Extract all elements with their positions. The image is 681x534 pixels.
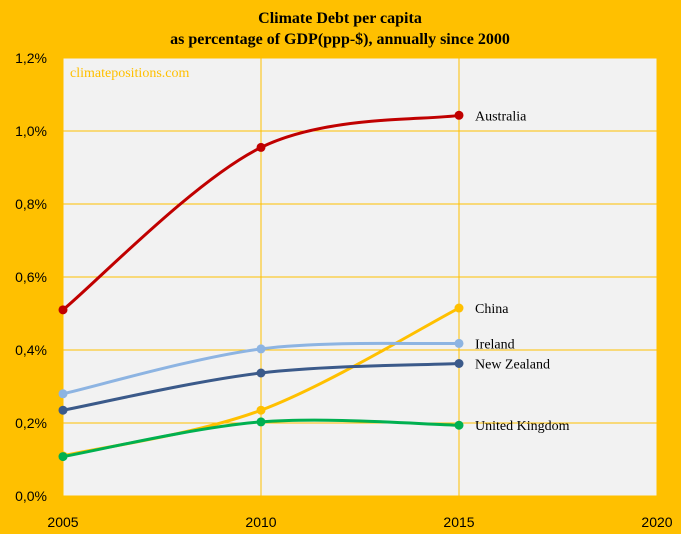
data-point [256, 405, 266, 415]
data-point [58, 452, 68, 462]
y-tick-label: 0,4% [15, 342, 47, 358]
data-point [454, 338, 464, 348]
data-point [256, 142, 266, 152]
data-point [256, 344, 266, 354]
data-point [256, 368, 266, 378]
series-label: New Zealand [475, 358, 550, 373]
y-axis-ticks: 0,0% 0,2% 0,4% 0,6% 0,8% 1,0% 1,2% [15, 50, 47, 504]
data-point [58, 405, 68, 415]
x-axis-ticks: 2005 2010 2015 2020 [47, 514, 672, 530]
data-point [58, 389, 68, 399]
x-tick-label: 2010 [245, 514, 276, 530]
data-point [454, 359, 464, 369]
y-tick-label: 0,0% [15, 488, 47, 504]
data-point [454, 303, 464, 313]
series-label: Australia [475, 109, 527, 124]
series-label: United Kingdom [475, 419, 570, 434]
x-tick-label: 2015 [443, 514, 474, 530]
y-tick-label: 0,8% [15, 196, 47, 212]
data-point [454, 420, 464, 430]
x-tick-label: 2020 [641, 514, 672, 530]
series-label: China [475, 302, 509, 317]
watermark: climatepositions.com [70, 66, 189, 81]
y-tick-label: 1,2% [15, 50, 47, 66]
data-point [454, 110, 464, 120]
y-tick-label: 0,6% [15, 269, 47, 285]
data-point [58, 305, 68, 315]
chart-title: Climate Debt per capita [258, 10, 422, 27]
series-label: Ireland [475, 337, 515, 352]
series-layer: Australia China Ireland New Zealand United K… [58, 109, 570, 462]
y-tick-label: 1,0% [15, 123, 47, 139]
chart-subtitle: as percentage of GDP(ppp-$), annually si… [170, 31, 510, 48]
gridlines [62, 57, 658, 497]
data-point [256, 417, 266, 427]
x-tick-label: 2005 [47, 514, 78, 530]
y-tick-label: 0,2% [15, 415, 47, 431]
